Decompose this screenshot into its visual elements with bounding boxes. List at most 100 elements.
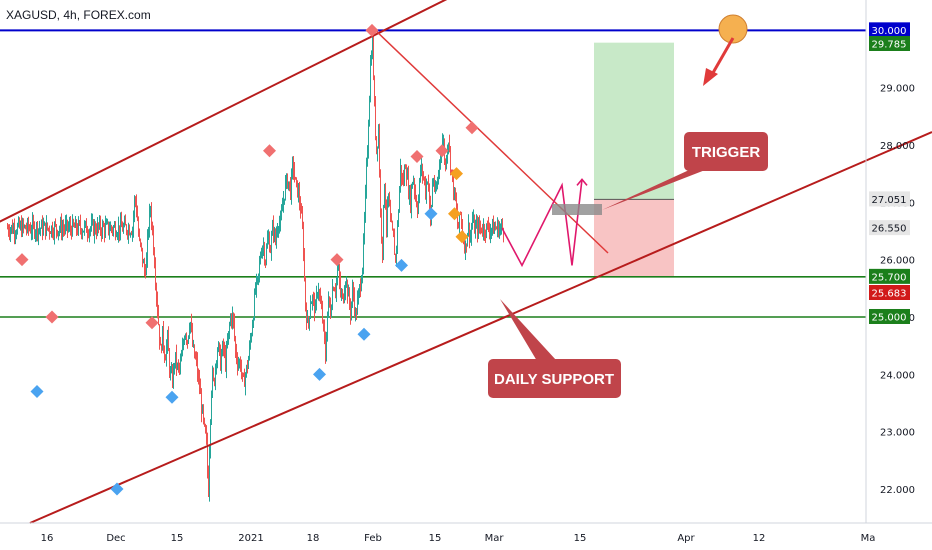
candle-body — [401, 165, 402, 179]
candle — [341, 287, 342, 301]
candle-body — [223, 342, 224, 349]
candle — [159, 324, 160, 350]
candle-body — [84, 224, 85, 231]
candle — [425, 176, 426, 200]
candle-body — [304, 256, 305, 278]
candle-body — [68, 227, 69, 230]
candle-body — [258, 274, 259, 278]
x-tick-label: 15 — [171, 533, 184, 544]
candle — [199, 369, 200, 395]
candle-body — [295, 177, 296, 180]
candle-body — [205, 424, 206, 433]
candle — [300, 196, 301, 219]
candle — [268, 229, 269, 245]
candle — [335, 283, 336, 299]
candle-body — [175, 352, 176, 366]
candle-body — [221, 354, 222, 370]
candle — [495, 221, 496, 231]
candle — [152, 221, 153, 236]
candle-body — [78, 221, 79, 233]
candle — [305, 276, 306, 312]
candle — [158, 304, 159, 326]
candle — [475, 219, 476, 239]
candle — [411, 183, 412, 219]
candle — [76, 219, 77, 236]
candle — [222, 340, 223, 357]
candle-body — [353, 288, 354, 295]
candle — [419, 177, 420, 204]
candle-body — [376, 136, 377, 153]
candle-body — [366, 164, 367, 190]
candle-body — [144, 261, 145, 272]
chart-title: XAGUSD, 4h, FOREX.com — [6, 8, 151, 22]
candle-body — [186, 334, 187, 341]
candle — [380, 169, 381, 218]
candle-body — [101, 230, 102, 235]
candle — [415, 184, 416, 202]
candle — [355, 307, 356, 322]
horizontal-levels-layer — [0, 29, 866, 318]
candle-body — [412, 182, 413, 189]
candle-body — [474, 218, 475, 234]
candle-body — [177, 364, 178, 367]
candle-body — [394, 236, 395, 255]
candle — [497, 217, 498, 238]
candle — [394, 228, 395, 255]
candle — [122, 221, 123, 232]
candle-body — [288, 181, 289, 188]
candle — [490, 223, 491, 244]
candle-body — [169, 351, 170, 374]
candle — [201, 388, 202, 423]
candle — [378, 124, 379, 149]
candle-body — [472, 219, 473, 229]
candle — [38, 228, 39, 246]
candle-body — [485, 233, 486, 236]
candle-body — [423, 174, 424, 178]
candle-body — [418, 199, 419, 212]
candle-body — [322, 308, 323, 322]
candle-body — [459, 212, 460, 229]
candle — [82, 228, 83, 240]
candle-body — [172, 370, 173, 386]
candle — [103, 220, 104, 228]
candle-body — [368, 126, 369, 152]
candle — [346, 276, 347, 288]
candle-body — [148, 229, 149, 237]
candle — [87, 225, 88, 242]
candle — [109, 221, 110, 240]
candle — [145, 263, 146, 279]
candle-body — [131, 233, 132, 235]
target-circle-marker — [718, 14, 748, 44]
candle — [78, 216, 79, 237]
candle-body — [47, 222, 48, 229]
candle-body — [429, 185, 430, 201]
candle — [214, 377, 215, 387]
candle — [11, 224, 12, 235]
candle-body — [213, 370, 214, 379]
candle — [326, 331, 327, 362]
candle — [465, 240, 466, 261]
candle-body — [41, 221, 42, 229]
candle-body — [403, 178, 404, 183]
candle-body — [319, 290, 320, 295]
candle-body — [269, 236, 270, 252]
orange-pivot-marker — [448, 207, 461, 221]
candle — [154, 247, 155, 269]
candle-body — [491, 228, 492, 231]
candle — [363, 233, 364, 275]
candle-body — [328, 296, 329, 312]
candle — [263, 237, 264, 257]
candle-body — [264, 245, 265, 261]
candle-body — [113, 227, 114, 232]
candle-body — [357, 298, 358, 315]
candle-body — [228, 331, 229, 342]
candle — [233, 312, 234, 329]
candle-body — [343, 294, 344, 303]
candle — [414, 177, 415, 200]
candle-body — [473, 218, 474, 220]
candle-body — [67, 220, 68, 230]
candle-body — [69, 224, 70, 228]
candle-body — [460, 212, 461, 214]
candle — [148, 226, 149, 240]
